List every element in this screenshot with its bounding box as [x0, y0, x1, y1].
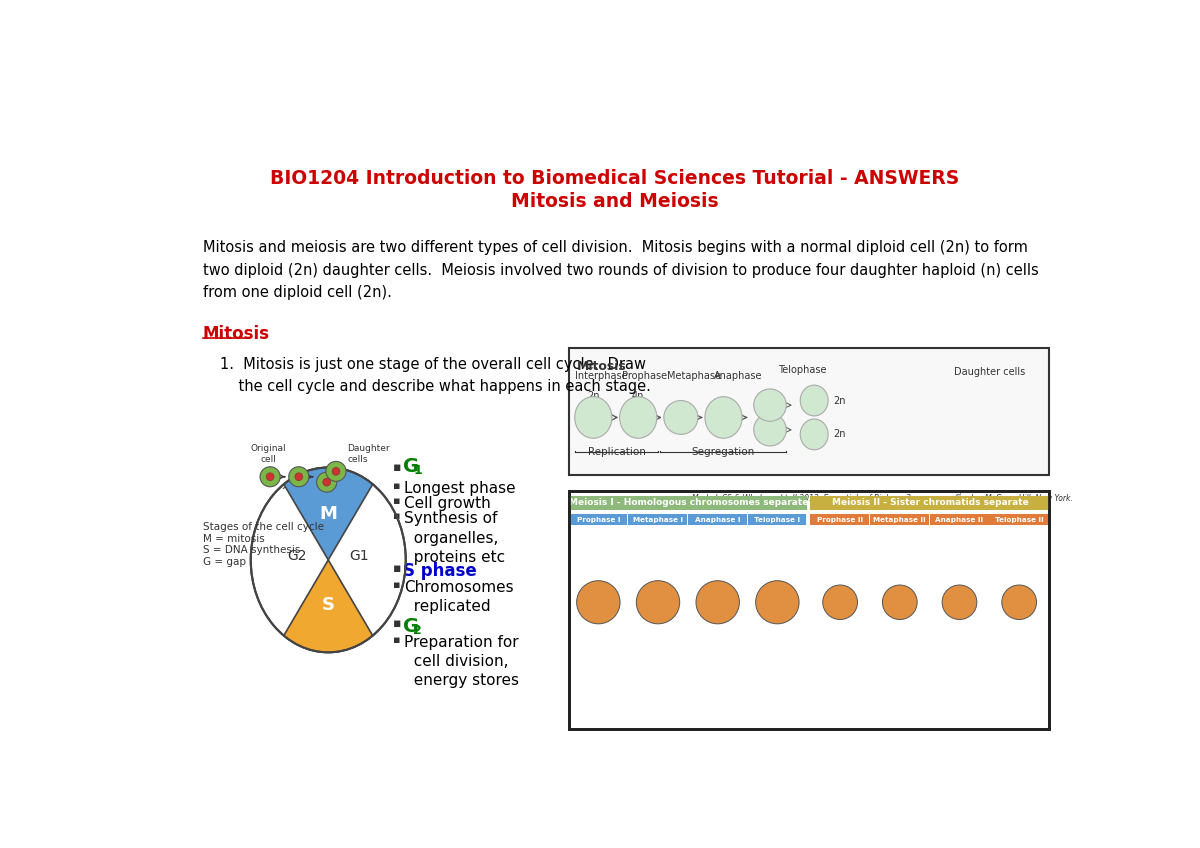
Ellipse shape — [636, 581, 679, 624]
Circle shape — [289, 466, 308, 487]
Text: BIO1204 Introduction to Biomedical Sciences Tutorial - ANSWERS: BIO1204 Introduction to Biomedical Scien… — [270, 170, 960, 188]
Text: 2n: 2n — [834, 395, 846, 405]
Text: Telophase: Telophase — [778, 365, 827, 375]
Text: G2: G2 — [288, 549, 307, 563]
Ellipse shape — [619, 397, 656, 438]
Text: ▪: ▪ — [392, 580, 400, 590]
Text: Anaphase: Anaphase — [714, 371, 763, 382]
Text: Telophase II: Telophase II — [995, 517, 1044, 523]
Text: Original
cell: Original cell — [251, 444, 287, 464]
Circle shape — [332, 467, 340, 475]
Text: ▪: ▪ — [392, 481, 400, 491]
Text: S phase: S phase — [403, 562, 476, 580]
Text: Replication: Replication — [588, 447, 646, 457]
Text: ▪: ▪ — [392, 461, 401, 474]
Text: Anaphase I: Anaphase I — [695, 517, 740, 523]
Text: ▪: ▪ — [392, 496, 400, 506]
Bar — [748, 515, 806, 525]
Bar — [569, 349, 1049, 475]
Text: 2n: 2n — [834, 429, 846, 439]
Ellipse shape — [251, 467, 406, 652]
Text: Interphase: Interphase — [576, 371, 628, 382]
Text: Telophase I: Telophase I — [755, 517, 800, 523]
Ellipse shape — [1002, 585, 1037, 620]
Text: Synthesis of
  organelles,
  proteins etc: Synthesis of organelles, proteins etc — [404, 511, 505, 565]
Circle shape — [323, 478, 330, 486]
Ellipse shape — [882, 585, 917, 620]
Ellipse shape — [756, 581, 799, 624]
Text: 1: 1 — [414, 465, 422, 477]
Text: Longest phase: Longest phase — [404, 481, 516, 495]
Text: edn., McGraw-Hill, New York.: edn., McGraw-Hill, New York. — [961, 494, 1073, 504]
Polygon shape — [283, 560, 373, 652]
Text: Mitosis: Mitosis — [577, 360, 626, 373]
Text: Metaphase: Metaphase — [667, 371, 721, 382]
Bar — [870, 515, 929, 525]
Bar — [569, 496, 808, 510]
Bar — [930, 515, 989, 525]
Ellipse shape — [754, 389, 786, 421]
Bar — [810, 496, 1049, 510]
Text: ▪: ▪ — [392, 511, 400, 522]
Text: Made I, SS & Wlodepeckt, II 2012, Essentials of Biology, 3: Made I, SS & Wlodepeckt, II 2012, Essent… — [692, 494, 912, 504]
Bar — [810, 515, 869, 525]
Ellipse shape — [664, 400, 698, 434]
Bar — [628, 515, 688, 525]
Ellipse shape — [823, 585, 858, 620]
Bar — [569, 491, 1049, 729]
Bar — [569, 515, 628, 525]
Text: M: M — [319, 505, 337, 522]
Circle shape — [266, 473, 274, 481]
Text: ▪: ▪ — [392, 562, 401, 575]
Text: 2n: 2n — [587, 391, 600, 400]
Text: Anaphase II: Anaphase II — [936, 517, 984, 523]
Text: Daughter
cells: Daughter cells — [348, 444, 390, 464]
Text: Prophase II: Prophase II — [817, 517, 863, 523]
Text: ▪: ▪ — [392, 616, 401, 630]
Ellipse shape — [575, 397, 612, 438]
Text: Daughter cells: Daughter cells — [954, 366, 1025, 377]
Text: Meiosis I - Homologous chromosomes separate: Meiosis I - Homologous chromosomes separ… — [569, 499, 809, 507]
Ellipse shape — [696, 581, 739, 624]
Text: Prophase: Prophase — [622, 371, 667, 382]
Text: Prophase I: Prophase I — [576, 517, 620, 523]
Text: Metaphase I: Metaphase I — [632, 517, 683, 523]
Text: Mitosis: Mitosis — [203, 325, 270, 343]
Ellipse shape — [800, 385, 828, 416]
Text: Meiosis II - Sister chromatids separate: Meiosis II - Sister chromatids separate — [832, 499, 1028, 507]
Ellipse shape — [704, 397, 742, 438]
Text: Segregation: Segregation — [691, 447, 755, 457]
Text: Cell growth: Cell growth — [404, 496, 491, 511]
Ellipse shape — [942, 585, 977, 620]
Circle shape — [295, 473, 302, 481]
Circle shape — [260, 466, 281, 487]
Bar — [569, 491, 1049, 729]
Text: 1.  Mitosis is just one stage of the overall cell cycle.  Draw
    the cell cycl: 1. Mitosis is just one stage of the over… — [220, 357, 650, 394]
Text: 2: 2 — [414, 624, 422, 637]
Text: Chromosomes
  replicated: Chromosomes replicated — [404, 580, 514, 614]
Ellipse shape — [577, 581, 620, 624]
Bar — [688, 515, 746, 525]
Bar — [989, 515, 1049, 525]
Text: 4n: 4n — [632, 391, 644, 400]
Text: G: G — [403, 616, 419, 636]
Text: Preparation for
  cell division,
  energy stores: Preparation for cell division, energy st… — [404, 634, 520, 688]
Text: G: G — [403, 458, 419, 477]
Text: Mitosis and Meiosis: Mitosis and Meiosis — [511, 192, 719, 211]
Polygon shape — [283, 467, 373, 560]
Text: Stages of the cell cycle
M = mitosis
S = DNA synthesis
G = gap: Stages of the cell cycle M = mitosis S =… — [203, 522, 324, 567]
Text: rd: rd — [956, 493, 961, 498]
Ellipse shape — [754, 414, 786, 446]
Circle shape — [326, 461, 346, 482]
Text: ▪: ▪ — [392, 634, 400, 644]
Circle shape — [317, 472, 337, 492]
Ellipse shape — [800, 419, 828, 449]
Text: Metaphase II: Metaphase II — [874, 517, 926, 523]
Text: Mitosis and meiosis are two different types of cell division.  Mitosis begins wi: Mitosis and meiosis are two different ty… — [203, 240, 1038, 299]
Text: G1: G1 — [349, 549, 370, 563]
Text: S: S — [322, 595, 335, 614]
